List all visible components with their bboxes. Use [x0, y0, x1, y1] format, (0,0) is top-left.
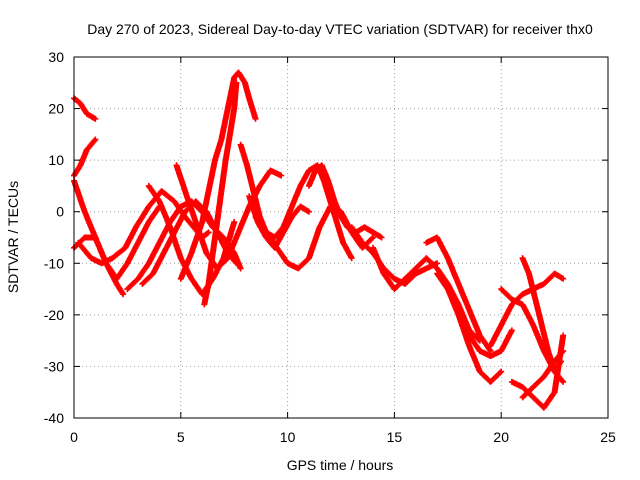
series-track-25	[519, 255, 565, 375]
data-markers	[71, 69, 567, 411]
x-tick-label: 10	[280, 429, 296, 445]
data-point-markers	[201, 79, 240, 308]
y-tick-label: -10	[44, 255, 64, 271]
data-point-markers	[423, 234, 494, 354]
y-tick-label: 10	[48, 152, 64, 168]
y-axis-title: SDTVAR / TECUs	[5, 181, 21, 293]
data-point-markers	[519, 255, 565, 375]
x-tick-label: 25	[600, 429, 616, 445]
x-tick-label: 5	[177, 429, 185, 445]
series-track-11	[201, 79, 240, 308]
plot-frame	[73, 56, 609, 419]
y-tick-label: -40	[44, 410, 64, 426]
data-point-markers	[306, 162, 385, 241]
series-track-10	[177, 69, 259, 282]
data-point-markers	[177, 69, 259, 282]
y-tick-label: 30	[48, 49, 64, 65]
series-track-2	[71, 136, 99, 179]
series-track-20	[455, 311, 515, 360]
series-track-15	[306, 162, 385, 241]
data-point-markers	[71, 136, 99, 179]
data-point-markers	[455, 311, 515, 360]
x-tick-label: 15	[387, 429, 403, 445]
y-tick-label: -30	[44, 358, 64, 374]
y-tick-label: -20	[44, 307, 64, 323]
x-tick-label: 0	[70, 429, 78, 445]
series-track-14	[246, 193, 312, 251]
x-axis-title: GPS time / hours	[287, 457, 394, 473]
y-tick-label: 20	[48, 101, 64, 117]
series-track-18	[423, 234, 494, 354]
chart-title: Day 270 of 2023, Sidereal Day-to-day VTE…	[87, 21, 593, 37]
x-tick-label: 20	[493, 429, 509, 445]
series-track-17	[370, 244, 483, 344]
axis-ticks: 0 5 10 15 20 25 -40 -30 -20 -10 0 10 20 30	[44, 49, 616, 445]
data-point-markers	[246, 193, 312, 251]
data-point-markers	[370, 244, 483, 344]
y-tick-label: 0	[56, 204, 64, 220]
